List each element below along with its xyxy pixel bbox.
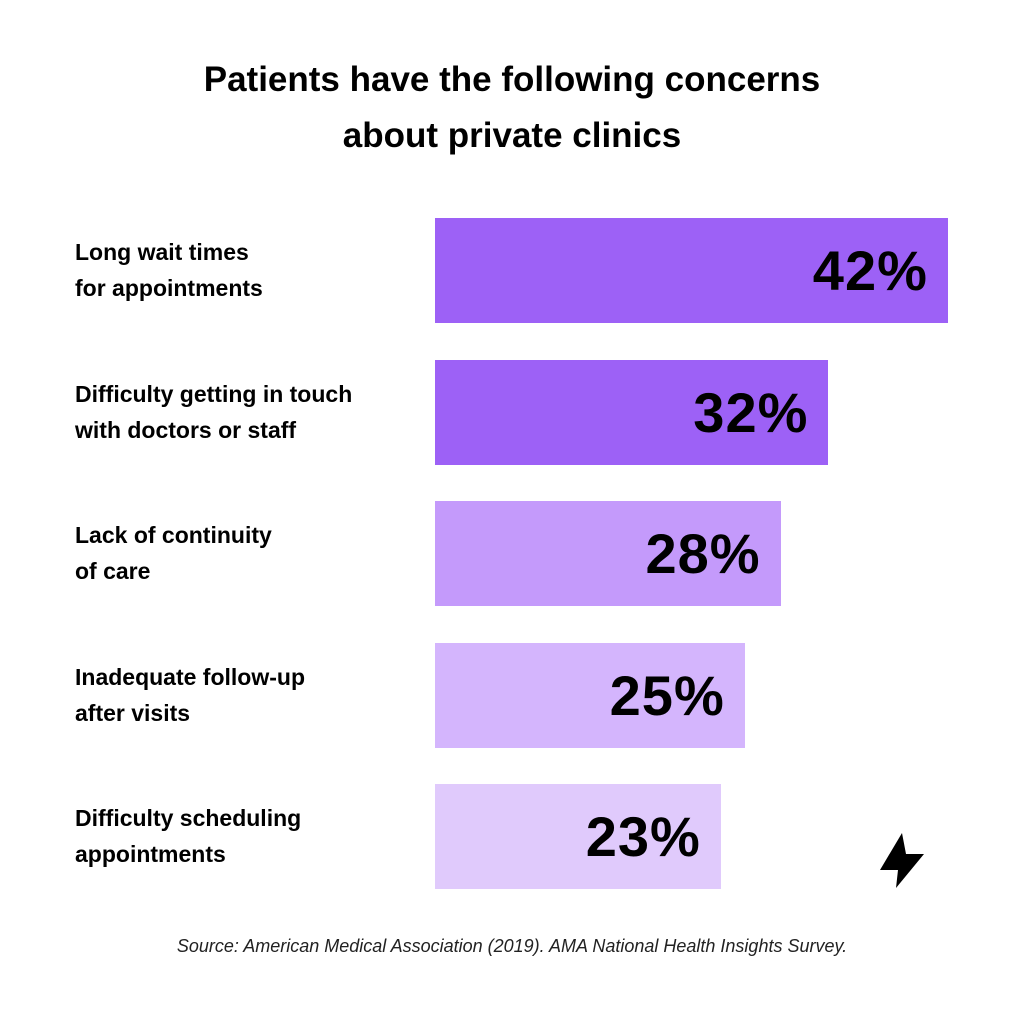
value-label: 28% — [645, 522, 761, 585]
bar — [435, 218, 948, 323]
category-label-line: appointments — [75, 841, 226, 867]
category-label-line: Lack of continuity — [75, 522, 272, 548]
category-label-line: Difficulty scheduling — [75, 805, 302, 831]
category-label-line: Difficulty getting in touch — [75, 380, 353, 407]
category-label: Lack of continuity of care — [75, 517, 272, 589]
category-label: Long wait times for appointments — [75, 234, 263, 306]
category-label-line: after visits — [75, 699, 191, 726]
category-label-line: for appointments — [75, 275, 263, 301]
category-label: Inadequate follow-up after visits — [75, 659, 305, 731]
source-note: Source: American Medical Association (20… — [176, 936, 848, 956]
category-label-line: of care — [75, 558, 151, 584]
chart-title: Patients have the following concerns abo… — [0, 52, 1024, 164]
value-label: 23% — [585, 805, 701, 868]
value-label: 42% — [812, 239, 928, 302]
category-label: Difficulty scheduling appointments — [75, 800, 301, 872]
category-label-line: Long wait times — [75, 239, 249, 265]
title-line-1: Patients have the following concerns — [203, 60, 821, 99]
value-label: 25% — [609, 663, 725, 727]
bar — [435, 359, 829, 465]
bar — [435, 642, 745, 748]
category-label-line: with doctors or staff — [75, 416, 297, 443]
lightning-bolt-icon — [880, 833, 924, 888]
category-label-line: Inadequate follow-up — [75, 663, 305, 690]
bar — [435, 501, 781, 606]
value-label: 32% — [693, 380, 809, 444]
title-line-2: about private clinics — [342, 116, 682, 155]
category-label: Difficulty getting in touch with doctors … — [75, 376, 352, 448]
bar — [435, 784, 721, 889]
